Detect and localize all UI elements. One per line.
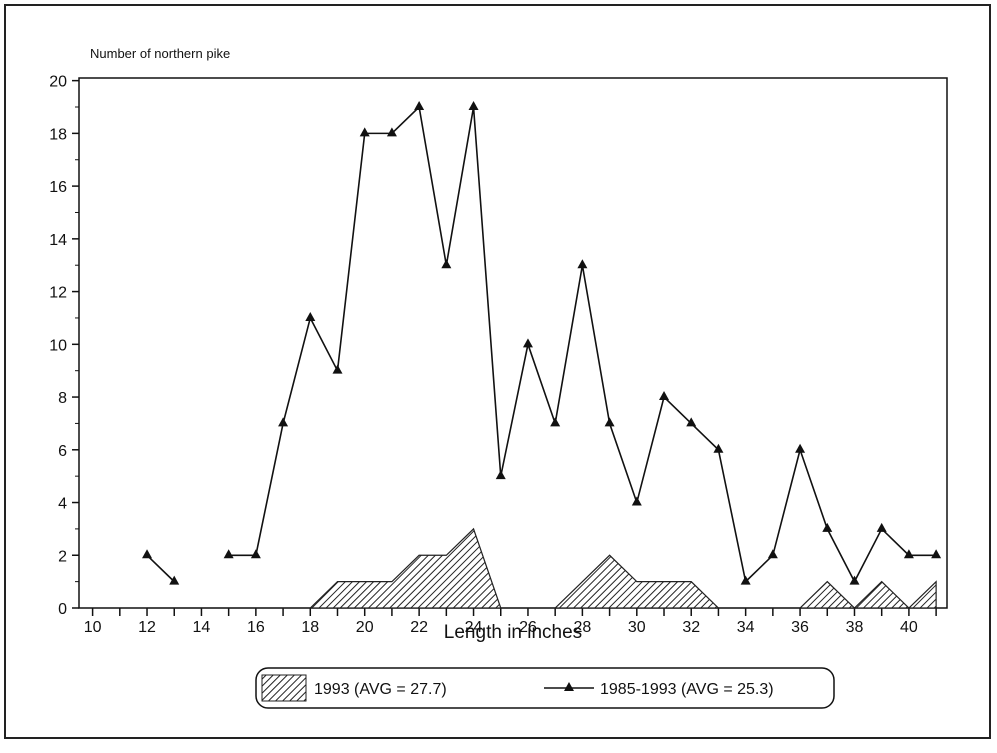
x-tick-label: 38 — [846, 619, 864, 636]
x-tick-label: 26 — [519, 619, 537, 636]
marker — [659, 391, 670, 401]
marker — [931, 549, 942, 559]
x-tick-label: 28 — [573, 619, 591, 636]
marker — [386, 127, 397, 137]
plot-frame — [78, 77, 948, 609]
marker — [795, 443, 806, 453]
y-tick-label: 20 — [49, 74, 67, 91]
marker — [577, 259, 588, 269]
legend-swatch — [261, 674, 307, 702]
x-tick-label: 32 — [682, 619, 700, 636]
marker — [441, 259, 452, 269]
marker — [332, 364, 343, 374]
marker — [713, 443, 724, 453]
marker — [169, 575, 180, 585]
y-tick-label: 4 — [58, 496, 67, 513]
x-tick-label: 18 — [301, 619, 319, 636]
line — [146, 554, 175, 583]
y-tick-label: 18 — [49, 126, 67, 143]
marker — [142, 549, 153, 559]
area — [147, 527, 937, 609]
marker — [686, 417, 697, 427]
marker — [767, 549, 778, 559]
marker — [495, 470, 506, 480]
marker — [849, 575, 860, 585]
x-tick-label: 40 — [900, 619, 918, 636]
legend-marker — [564, 682, 574, 691]
y-tick-label: 0 — [58, 601, 67, 618]
x-tick-label: 30 — [628, 619, 646, 636]
outer-border — [4, 4, 991, 739]
marker — [359, 127, 370, 137]
x-tick-label: 16 — [247, 619, 265, 636]
line — [228, 105, 937, 584]
marker — [631, 496, 642, 506]
marker — [468, 101, 479, 111]
marker — [278, 417, 289, 427]
x-tick-label: 22 — [410, 619, 428, 636]
legend-label: 1985-1993 (AVG = 25.3) — [600, 681, 774, 698]
y-axis-label: Number of northern pike — [90, 46, 230, 61]
y-tick-label: 8 — [58, 390, 67, 407]
x-tick-label: 34 — [737, 619, 755, 636]
marker — [522, 338, 533, 348]
marker — [903, 549, 914, 559]
y-tick-label: 6 — [58, 443, 67, 460]
marker — [305, 311, 316, 321]
marker — [822, 522, 833, 532]
marker — [250, 549, 261, 559]
x-tick-label: 20 — [356, 619, 374, 636]
marker — [414, 101, 425, 111]
marker — [604, 417, 615, 427]
x-tick-label: 24 — [465, 619, 483, 636]
legend-label: 1993 (AVG = 27.7) — [314, 681, 447, 698]
marker — [223, 549, 234, 559]
x-tick-label: 12 — [138, 619, 156, 636]
x-tick-label: 10 — [84, 619, 102, 636]
marker — [740, 575, 751, 585]
x-tick-label: 14 — [193, 619, 211, 636]
y-tick-label: 10 — [49, 337, 67, 354]
x-axis-label: Length in inches — [444, 622, 582, 643]
y-tick-label: 2 — [58, 548, 67, 565]
legend-box — [255, 667, 835, 709]
y-tick-label: 14 — [49, 232, 67, 249]
marker — [876, 522, 887, 532]
y-tick-label: 12 — [49, 285, 67, 302]
x-tick-label: 36 — [791, 619, 809, 636]
marker — [550, 417, 561, 427]
y-tick-label: 16 — [49, 179, 67, 196]
